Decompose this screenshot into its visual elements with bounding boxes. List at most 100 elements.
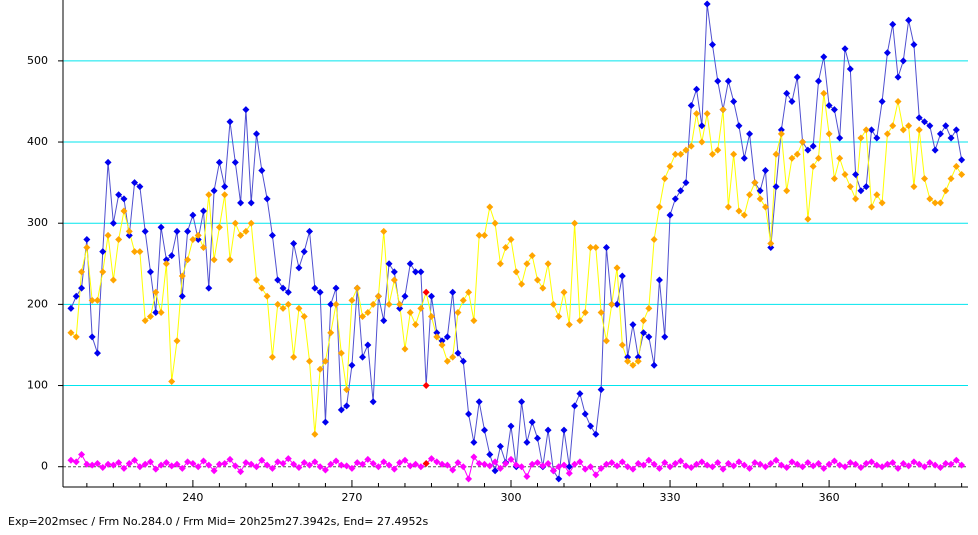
point [507,455,515,463]
point [162,256,170,264]
point [99,464,107,472]
point [724,77,732,85]
point [788,458,796,466]
point [327,460,335,468]
point [539,284,547,292]
point [337,349,345,357]
point [576,390,584,398]
point [560,288,568,296]
point [475,231,483,239]
point [868,458,876,466]
point [104,231,112,239]
point [454,308,462,316]
point [857,187,865,195]
point [650,460,658,468]
point [168,462,176,470]
point [624,353,632,361]
point [226,455,234,463]
point [767,459,775,467]
point [746,130,754,138]
point [608,459,616,467]
point [168,252,176,260]
point [427,455,435,463]
point [809,142,817,150]
point [830,457,838,465]
point [374,463,382,471]
point [221,459,229,467]
point [809,462,817,470]
point [385,461,393,469]
point [263,292,271,300]
point [883,460,891,468]
point [698,122,706,130]
point [449,466,457,474]
point [120,464,128,472]
point [412,321,420,329]
point [348,361,356,369]
point [178,292,186,300]
point [443,461,451,469]
point [772,150,780,158]
point [936,199,944,207]
point [125,459,133,467]
point [873,134,881,142]
point [332,284,340,292]
point [327,329,335,337]
point [947,460,955,468]
point [714,459,722,467]
point [942,187,950,195]
point [549,300,557,308]
point [290,353,298,361]
point [846,459,854,467]
point [618,341,626,349]
point [634,353,642,361]
point [470,453,478,461]
point [427,292,435,300]
point [783,187,791,195]
point [613,300,621,308]
series-line [70,93,963,435]
point [788,154,796,162]
point [438,460,446,468]
point [841,463,849,471]
point [565,463,573,471]
point [746,191,754,199]
point [242,227,250,235]
point [343,386,351,394]
point [199,457,207,465]
point [645,456,653,464]
point [899,57,907,65]
point [777,126,785,134]
point [491,458,499,466]
point [194,235,202,243]
point [433,458,441,466]
point [783,464,791,472]
point [820,464,828,472]
point [332,300,340,308]
point [406,308,414,316]
point [921,118,929,126]
point [274,300,282,308]
point [300,248,308,256]
point [836,461,844,469]
point [258,166,266,174]
point [321,466,329,474]
point [311,458,319,466]
point [422,382,430,390]
point [141,460,149,468]
point [799,463,807,471]
point [295,264,303,272]
point [841,45,849,53]
point [523,260,531,268]
point [168,377,176,385]
point [544,459,552,467]
point [215,158,223,166]
y-tick-label: 0 [41,460,48,473]
point [618,458,626,466]
point [804,215,812,223]
point [544,426,552,434]
point [613,264,621,272]
point [693,85,701,93]
point [825,102,833,110]
point [735,458,743,466]
